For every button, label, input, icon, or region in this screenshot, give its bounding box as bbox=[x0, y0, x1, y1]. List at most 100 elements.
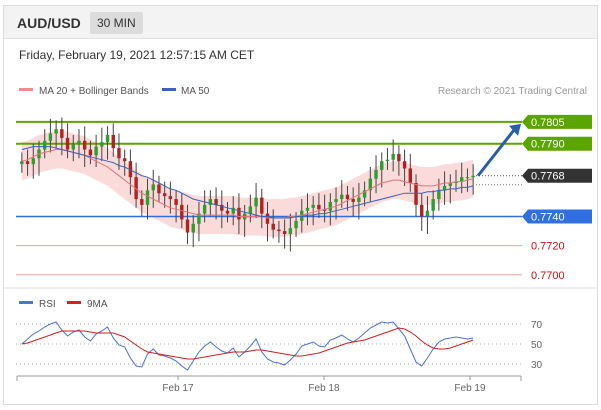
candle bbox=[402, 149, 407, 186]
candle bbox=[25, 149, 30, 176]
candle-body bbox=[202, 204, 207, 214]
candle bbox=[385, 148, 390, 170]
candle bbox=[362, 181, 367, 207]
candle-body bbox=[334, 199, 338, 202]
candle bbox=[248, 194, 253, 223]
candle bbox=[368, 167, 373, 202]
candle bbox=[282, 219, 287, 249]
rsi-plot: 70 50 30 bbox=[16, 320, 543, 371]
candle bbox=[305, 193, 310, 226]
candle bbox=[71, 134, 75, 162]
bollinger-legend-label: MA 20 + Bollinger Bands bbox=[39, 86, 149, 97]
candle bbox=[351, 187, 355, 217]
level-tag-0.7805 bbox=[522, 114, 592, 129]
candle-body bbox=[305, 207, 310, 211]
candle-body bbox=[408, 168, 413, 184]
candle-body bbox=[431, 199, 435, 211]
candle bbox=[254, 183, 258, 218]
candle bbox=[128, 149, 133, 195]
candle-body bbox=[82, 140, 87, 150]
candle-body bbox=[117, 148, 121, 159]
candle bbox=[260, 188, 264, 229]
candle-body bbox=[71, 143, 75, 150]
candle-body bbox=[248, 206, 253, 214]
candle-body bbox=[448, 183, 453, 186]
candle-body bbox=[111, 134, 115, 149]
current-price-tag bbox=[522, 168, 592, 183]
level-tag-0.7740 bbox=[522, 209, 592, 224]
candle bbox=[191, 215, 195, 248]
candle-body bbox=[362, 190, 367, 198]
candle-body bbox=[197, 213, 201, 224]
candle-body bbox=[220, 204, 224, 211]
level-label-0.7740: 0.7740 bbox=[531, 212, 565, 224]
rsi-legend-label: RSI bbox=[39, 299, 56, 310]
forecast-arrow-head bbox=[509, 123, 521, 136]
interval-badge[interactable]: 30 MIN bbox=[90, 12, 143, 34]
candle-body bbox=[231, 207, 235, 214]
candle-body bbox=[357, 197, 361, 202]
candle-body bbox=[54, 129, 58, 134]
candle-body bbox=[425, 210, 430, 217]
ma20-line bbox=[21, 149, 474, 219]
rsi-tick-label: 50 bbox=[531, 340, 543, 351]
candle-body bbox=[282, 231, 287, 235]
candle-body bbox=[402, 161, 407, 169]
candle bbox=[231, 196, 235, 226]
candle-body bbox=[60, 129, 64, 138]
current-price-label: 0.7768 bbox=[531, 171, 565, 183]
candle bbox=[82, 126, 87, 168]
rsi-ma-legend-swatch bbox=[67, 301, 81, 304]
candle-body bbox=[105, 134, 110, 143]
candle-body bbox=[94, 146, 98, 156]
candle bbox=[100, 127, 104, 162]
candle bbox=[214, 187, 218, 220]
ma50-legend-swatch bbox=[162, 88, 176, 91]
candle-body bbox=[225, 210, 230, 214]
candle-body bbox=[277, 229, 281, 232]
candle bbox=[54, 120, 58, 149]
candle bbox=[105, 126, 110, 160]
candle-body bbox=[77, 140, 81, 144]
candle-body bbox=[191, 223, 195, 233]
candle-body bbox=[397, 153, 401, 162]
candle bbox=[374, 155, 378, 194]
candle-body bbox=[168, 196, 173, 200]
candle bbox=[122, 149, 127, 176]
x-tick-label: Feb 18 bbox=[308, 383, 340, 394]
candle-body bbox=[288, 228, 293, 235]
candle bbox=[431, 190, 435, 220]
candle-body bbox=[385, 159, 390, 162]
candle-body bbox=[294, 220, 298, 229]
candle-body bbox=[237, 207, 241, 220]
x-axis: Feb 17 Feb 18 Feb 19 bbox=[16, 375, 522, 394]
candle bbox=[88, 140, 93, 165]
candle-body bbox=[380, 161, 384, 170]
candle-body bbox=[317, 204, 321, 210]
rsi-tick-label: 30 bbox=[531, 360, 543, 371]
candle-body bbox=[214, 199, 218, 205]
candle bbox=[471, 164, 475, 195]
candle bbox=[145, 178, 150, 220]
candle bbox=[140, 190, 144, 217]
candle-body bbox=[465, 177, 470, 179]
candle-body bbox=[328, 201, 333, 211]
candle bbox=[328, 193, 333, 226]
candle-body bbox=[454, 181, 458, 184]
candle bbox=[185, 204, 190, 245]
rsi-tick-label: 70 bbox=[531, 320, 543, 331]
candle bbox=[134, 162, 138, 208]
ma50-line bbox=[21, 146, 474, 219]
candle-body bbox=[48, 133, 53, 141]
candle-body bbox=[162, 193, 167, 197]
candle-body bbox=[208, 199, 213, 205]
candle-body bbox=[174, 199, 178, 205]
candle-body bbox=[311, 204, 315, 208]
candle bbox=[442, 171, 447, 205]
chart-card: AUD/USD 30 MIN Friday, February 19, 2021… bbox=[3, 5, 598, 405]
candle bbox=[460, 162, 464, 194]
level-label-0.7700: 0.7700 bbox=[531, 270, 565, 282]
candle-body bbox=[322, 209, 327, 211]
level-label-0.7805: 0.7805 bbox=[531, 117, 565, 129]
